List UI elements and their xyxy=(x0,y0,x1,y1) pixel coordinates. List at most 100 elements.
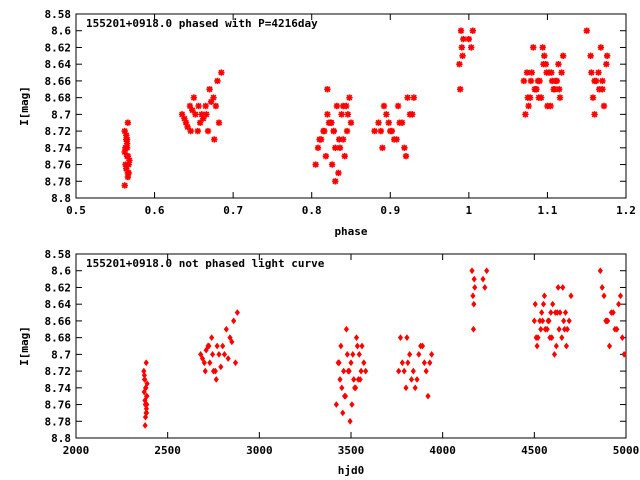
top-data-point xyxy=(375,119,382,126)
bottom-data-point xyxy=(425,392,431,400)
top-data-point xyxy=(583,27,590,34)
top-data-point xyxy=(556,94,564,101)
top-data-point xyxy=(539,44,546,51)
bottom-data-point xyxy=(397,334,404,341)
top-plot-frame xyxy=(75,13,627,199)
top-data-point xyxy=(123,152,131,160)
bottom-plot-frame xyxy=(75,253,627,439)
top-data-point xyxy=(332,144,339,152)
bottom-data-point xyxy=(214,342,220,350)
top-data-point xyxy=(603,52,611,60)
bottom-x-tick-label: 5000 xyxy=(613,444,640,457)
bottom-data-point xyxy=(336,359,342,367)
bottom-data-point xyxy=(405,359,411,367)
top-data-point xyxy=(555,60,562,68)
top-plot-title: 155201+0918.0 phased with P=4216day xyxy=(86,17,318,30)
top-data-point xyxy=(330,127,337,135)
top-y-tick-label: 8.7 xyxy=(51,108,71,121)
top-data-point xyxy=(215,119,223,126)
top-data-point xyxy=(525,102,532,110)
top-data-point xyxy=(547,102,554,110)
top-data-point xyxy=(192,111,199,118)
top-x-tick-label: 0.7 xyxy=(223,204,243,217)
bottom-data-point xyxy=(403,384,409,392)
top-data-point xyxy=(125,161,132,168)
top-data-point xyxy=(520,77,528,85)
bottom-y-tick-label: 8.6 xyxy=(51,265,71,278)
bottom-y-tick-label: 8.62 xyxy=(45,281,72,294)
top-data-point xyxy=(587,52,594,60)
top-data-point xyxy=(591,111,598,118)
bottom-data-point xyxy=(471,275,477,283)
bottom-data-point xyxy=(566,317,572,325)
bottom-data-point xyxy=(221,351,228,358)
bottom-y-tick-label: 8.76 xyxy=(45,399,72,412)
bottom-data-point xyxy=(363,367,369,375)
top-data-point xyxy=(211,136,218,143)
top-data-point xyxy=(203,111,210,118)
top-y-tick-label: 8.64 xyxy=(45,58,72,71)
top-data-point xyxy=(126,157,133,164)
bottom-data-point xyxy=(354,342,360,350)
bottom-data-point xyxy=(621,351,627,358)
top-x-tick-label: 1.2 xyxy=(616,204,636,217)
bottom-data-point xyxy=(561,317,567,325)
top-data-point xyxy=(121,127,128,135)
top-data-points xyxy=(121,27,611,189)
top-data-point xyxy=(186,102,194,110)
bottom-y-tick-label: 8.7 xyxy=(51,348,71,361)
top-data-point xyxy=(551,86,558,93)
top-data-point xyxy=(394,102,402,110)
bottom-data-point xyxy=(419,342,426,350)
bottom-data-point xyxy=(142,422,148,429)
bottom-y-tick-label: 8.74 xyxy=(45,382,72,395)
bottom-data-point xyxy=(344,351,350,358)
bottom-data-point xyxy=(361,359,367,367)
bottom-x-tick-label: 2500 xyxy=(154,444,181,457)
bottom-data-point xyxy=(349,401,355,408)
top-data-point xyxy=(595,69,602,76)
bottom-data-point xyxy=(353,384,359,392)
top-data-point xyxy=(124,169,132,177)
bottom-x-tick-label: 3500 xyxy=(338,444,365,457)
top-data-point xyxy=(534,77,542,85)
bottom-data-point xyxy=(358,367,364,375)
bottom-data-point xyxy=(614,325,620,333)
bottom-data-point xyxy=(340,409,346,417)
bottom-data-point xyxy=(482,284,488,291)
bottom-data-point xyxy=(538,325,544,333)
top-data-point xyxy=(371,127,378,135)
top-data-point xyxy=(401,144,408,152)
top-data-point xyxy=(206,86,213,93)
top-data-point xyxy=(535,94,542,101)
top-data-point xyxy=(600,102,608,110)
bottom-data-point xyxy=(563,342,569,350)
top-data-point xyxy=(327,119,334,126)
top-data-point xyxy=(588,69,595,76)
top-data-point xyxy=(543,69,550,76)
bottom-data-point xyxy=(144,409,150,417)
bottom-data-point xyxy=(555,284,561,291)
top-data-point xyxy=(339,136,347,143)
bottom-data-point xyxy=(229,338,235,346)
bottom-data-point xyxy=(404,334,410,341)
bottom-data-points xyxy=(141,267,627,429)
bottom-data-point xyxy=(207,359,213,367)
top-data-point xyxy=(541,52,548,60)
top-y-tick-label: 8.8 xyxy=(51,192,71,205)
top-data-point xyxy=(527,77,535,85)
bottom-data-point xyxy=(225,355,231,362)
bottom-data-point xyxy=(341,367,347,375)
bottom-data-point xyxy=(333,401,339,408)
bottom-data-point xyxy=(218,363,224,371)
bottom-data-point xyxy=(410,367,416,375)
bottom-data-point xyxy=(209,334,215,341)
top-data-point xyxy=(312,161,319,168)
top-data-point xyxy=(344,111,352,118)
bottom-data-point xyxy=(551,351,558,358)
top-data-point xyxy=(195,102,202,110)
bottom-data-point xyxy=(357,376,363,383)
bottom-data-point xyxy=(342,392,348,400)
top-y-tick-label: 8.68 xyxy=(45,92,72,105)
